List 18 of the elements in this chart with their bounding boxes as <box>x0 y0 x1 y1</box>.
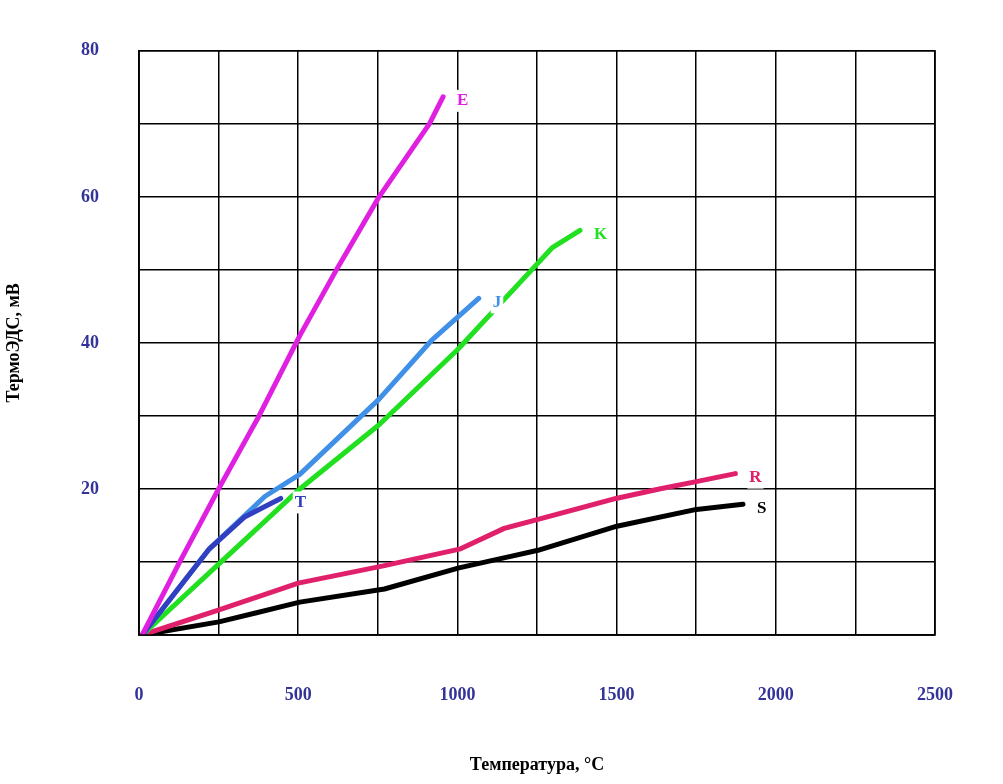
x-tick-label: 500 <box>284 684 312 705</box>
y-tick-label: 40 <box>81 331 99 352</box>
y-axis-title: ТермоЭДС, мВ <box>3 283 24 403</box>
series-label: T <box>294 491 307 511</box>
series-label: E <box>457 90 469 110</box>
x-tick-label: 2500 <box>917 684 953 705</box>
x-tick-label: 1500 <box>598 684 635 705</box>
x-axis-title: Температура, °C <box>469 753 605 774</box>
series-label: J <box>492 291 502 311</box>
series-label: K <box>593 223 608 243</box>
series-label: R <box>749 467 763 487</box>
series-label: S <box>757 497 767 517</box>
x-tick-label: 0 <box>134 684 144 705</box>
y-tick-label: 80 <box>81 39 99 60</box>
y-tick-label: 60 <box>81 185 99 206</box>
x-tick-label: 2000 <box>757 684 794 705</box>
y-tick-label: 20 <box>81 477 99 498</box>
x-tick-label: 1000 <box>439 684 476 705</box>
